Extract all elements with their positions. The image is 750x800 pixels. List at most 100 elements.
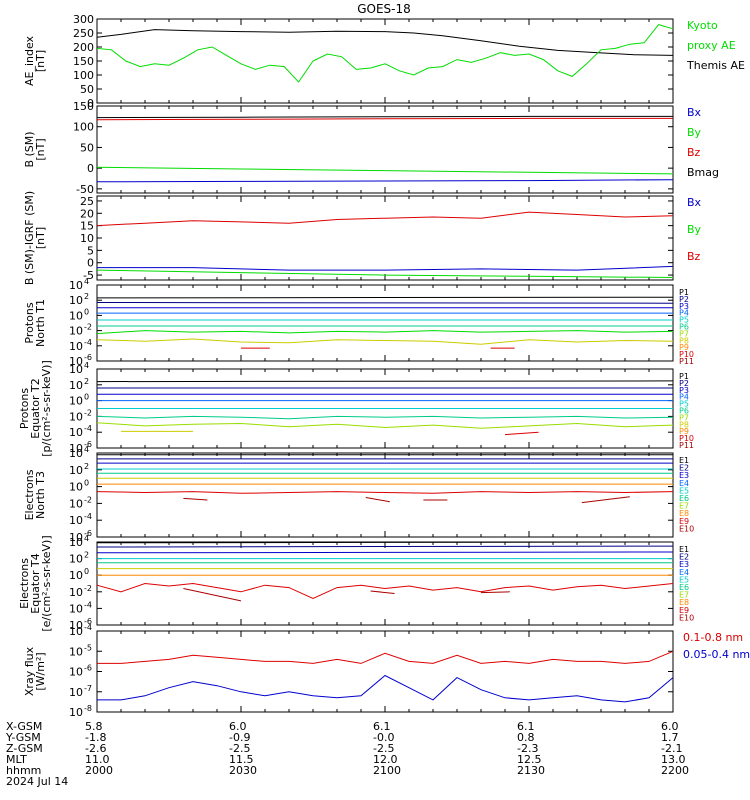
- legend-entry: E4: [679, 479, 689, 488]
- footer-value: 2130: [517, 764, 545, 777]
- y-axis-label-line: Protons: [23, 302, 36, 343]
- y-tick-label: 10: [80, 232, 94, 245]
- legend-entry: P8: [679, 336, 689, 345]
- legend-entry: E10: [679, 613, 694, 622]
- y-tick-label: 10: [69, 625, 83, 638]
- y-tick-label: 10: [69, 569, 83, 582]
- footer-value: -2.6: [85, 742, 107, 755]
- y-axis-label-line: [W/m²]: [34, 652, 47, 690]
- footer-value: 6.1: [373, 720, 391, 733]
- y-tick-label: 20: [80, 207, 94, 220]
- series-line-p1: [96, 380, 674, 383]
- y-tick-label: 10: [69, 666, 83, 679]
- legend-entry: E7: [679, 591, 689, 600]
- footer-value: 5.8: [85, 720, 103, 733]
- y-tick-exponent: -6: [84, 664, 92, 673]
- y-axis-label: B (SM)-IGRF (SM)[nT]: [23, 191, 47, 285]
- legend-entry: Themis AE: [686, 59, 745, 72]
- y-axis-label-line: [e/(cm²-s-sr-keV)]: [40, 535, 53, 631]
- y-tick-label: 0: [87, 97, 94, 110]
- y-tick-exponent: 4: [84, 277, 89, 286]
- y-tick-exponent: -2: [84, 584, 92, 593]
- y-tick-label: 10: [69, 325, 83, 338]
- legend-entry: P5: [679, 400, 689, 409]
- y-axis-label-line: [nT]: [34, 227, 47, 249]
- legend-entry: P9: [679, 343, 689, 352]
- legend-entry: P1: [679, 288, 689, 297]
- y-axis-label-line: North T1: [34, 299, 47, 347]
- y-tick-exponent: -5: [84, 643, 92, 652]
- y-axis-label: B (SM)[nT]: [23, 131, 47, 167]
- y-tick-exponent: 2: [84, 462, 89, 471]
- y-tick-label: 10: [69, 279, 83, 292]
- series-line-kyoto-proxy-ae: [96, 24, 674, 83]
- series-line-bz: [96, 211, 674, 227]
- series-line-e9: [96, 582, 674, 599]
- y-tick-label: 250: [73, 27, 94, 40]
- y-axis-label-line: Protons: [18, 388, 31, 429]
- series-line-p7: [96, 330, 674, 335]
- y-tick-label: 10: [69, 447, 83, 460]
- y-tick-exponent: 4: [84, 445, 89, 454]
- series-line-by: [96, 269, 674, 278]
- y-tick-label: 10: [69, 410, 83, 423]
- footer-value: 13.0: [661, 753, 686, 766]
- series-line-p7: [96, 422, 674, 429]
- y-tick-label: 150: [73, 55, 94, 68]
- footer-row-label: Y-GSM: [6, 731, 41, 744]
- series-line-e10: [183, 588, 242, 602]
- series-line-p10: [504, 431, 539, 436]
- y-tick-label: 10: [69, 464, 83, 477]
- y-tick-label: -5: [83, 269, 94, 282]
- series-line-e3: [96, 551, 674, 554]
- series-line-bz: [96, 117, 673, 121]
- footer-value: 0.8: [517, 731, 535, 744]
- y-tick-exponent: -4: [84, 623, 92, 632]
- series-line-e10: [183, 497, 208, 501]
- legend-entry: P7: [679, 413, 689, 422]
- footer-value: 2200: [661, 764, 689, 777]
- y-tick-exponent: -6: [84, 353, 92, 362]
- footer-value: 2100: [373, 764, 401, 777]
- y-tick-label: 10: [69, 536, 83, 549]
- legend-entry: E1: [679, 545, 689, 554]
- legend-entry: E10: [679, 524, 694, 533]
- series-line-e2: [96, 545, 674, 548]
- y-tick-label: 10: [69, 497, 83, 510]
- legend-entry: Bmag: [687, 166, 719, 179]
- footer-value: 6.0: [229, 720, 247, 733]
- legend-entry: E9: [679, 606, 689, 615]
- y-tick-label: 0: [87, 162, 94, 175]
- footer-date: 2024 Jul 14: [6, 775, 69, 788]
- y-tick-label: 10: [69, 586, 83, 599]
- y-axis-label: ElectronsNorth T3: [23, 469, 47, 520]
- panel-1: 050100150200250300AE_index[nT]Kyotoproxy…: [23, 13, 745, 110]
- y-tick-label: 50: [80, 83, 94, 96]
- legend-entry: E8: [679, 598, 689, 607]
- y-tick-exponent: 0: [84, 393, 89, 402]
- legend-entry: E5: [679, 575, 689, 584]
- legend-entry: P11: [679, 441, 694, 450]
- y-tick-label: -50: [76, 183, 94, 196]
- legend-entry: E3: [679, 471, 689, 480]
- y-tick-exponent: 0: [84, 479, 89, 488]
- legend-entry: E9: [679, 517, 689, 526]
- legend-entry: E2: [679, 553, 689, 562]
- legend-entry: E2: [679, 464, 689, 473]
- y-tick-label: 300: [73, 13, 94, 26]
- y-axis-label: ProtonsNorth T1: [23, 299, 47, 347]
- series-line-p1: [96, 296, 674, 299]
- legend-entry: P2: [679, 379, 689, 388]
- y-tick-exponent: 2: [84, 377, 89, 386]
- y-tick-label: 50: [80, 141, 94, 154]
- legend-entry: E1: [679, 456, 689, 465]
- y-axis-label: Xray flux[W/m²]: [23, 646, 47, 696]
- y-tick-label: 10: [69, 602, 83, 615]
- footer-value: -1.8: [85, 731, 107, 744]
- legend-entry: Bx: [687, 196, 702, 209]
- y-tick-label: 25: [80, 195, 94, 208]
